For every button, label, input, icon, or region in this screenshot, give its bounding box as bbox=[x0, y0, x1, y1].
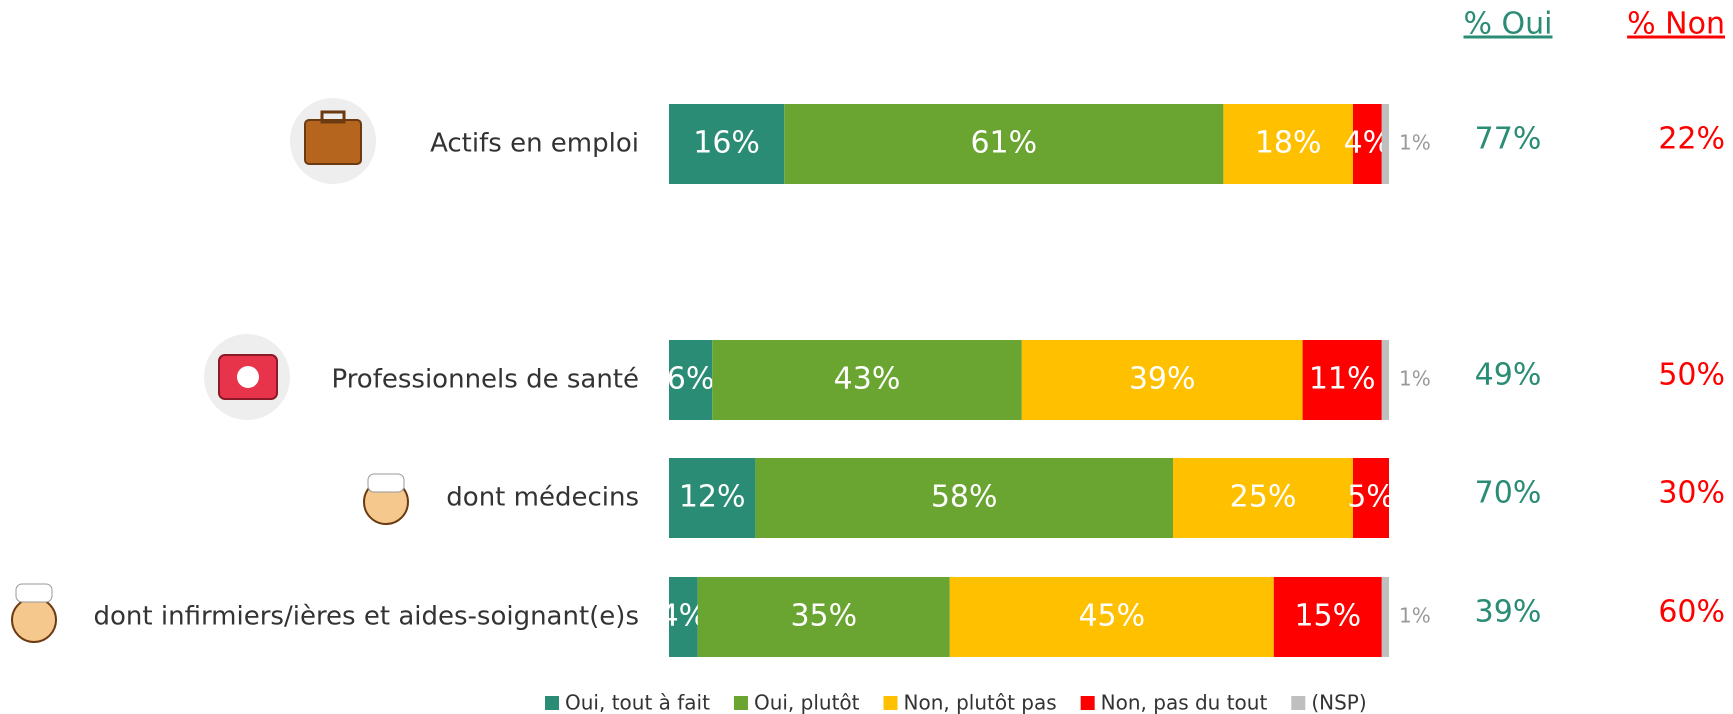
category-label: dont infirmiers/ières et aides-soignant(… bbox=[94, 602, 639, 632]
bar-segment bbox=[1173, 458, 1353, 538]
legend-label: (NSP) bbox=[1311, 691, 1366, 714]
bar-segment bbox=[755, 458, 1173, 538]
nurse-cap bbox=[15, 583, 53, 603]
legend-swatch bbox=[733, 696, 748, 710]
column-value: 77% bbox=[1475, 122, 1542, 157]
data-label: 18% bbox=[1255, 126, 1322, 161]
column-value: 60% bbox=[1658, 595, 1725, 630]
legend-label: Oui, tout à fait bbox=[565, 691, 710, 714]
column-value: 49% bbox=[1475, 358, 1542, 393]
bar-segment bbox=[669, 104, 785, 184]
data-label: 45% bbox=[1078, 599, 1145, 634]
column-value: 39% bbox=[1475, 595, 1542, 630]
data-label: 15% bbox=[1294, 599, 1361, 634]
legend-swatch bbox=[883, 696, 898, 710]
legend-swatch bbox=[1080, 696, 1095, 710]
category-label: Actifs en emploi bbox=[430, 129, 639, 159]
data-label: 5% bbox=[1347, 480, 1395, 515]
column-value: 50% bbox=[1658, 358, 1725, 393]
legend-label: Non, pas du tout bbox=[1101, 691, 1268, 714]
bar-segment bbox=[1302, 340, 1382, 420]
data-label: 39% bbox=[1129, 362, 1196, 397]
category-label: Professionnels de santé bbox=[331, 365, 639, 395]
legend-swatch bbox=[545, 696, 559, 710]
briefcase-handle bbox=[320, 110, 346, 124]
bar-segment bbox=[712, 340, 1022, 420]
bar-segment bbox=[1021, 340, 1303, 420]
bar-segment bbox=[697, 577, 950, 657]
bar-segment bbox=[1353, 458, 1389, 538]
data-label: 43% bbox=[834, 362, 901, 397]
medkit-cross bbox=[237, 366, 259, 388]
column-header: % Oui bbox=[1463, 7, 1552, 42]
column-header: % Non bbox=[1627, 7, 1725, 42]
legend-label: Oui, plutôt bbox=[754, 691, 860, 714]
data-label: 1% bbox=[1399, 604, 1431, 628]
icons bbox=[11, 98, 409, 643]
bar-segment bbox=[669, 577, 698, 657]
bar-segment bbox=[1223, 104, 1353, 184]
data-label: 35% bbox=[790, 599, 857, 634]
bar-segment bbox=[949, 577, 1274, 657]
column-value: 70% bbox=[1475, 476, 1542, 511]
bar-segment bbox=[1353, 104, 1382, 184]
data-label: 11% bbox=[1309, 362, 1376, 397]
bar-segment bbox=[1381, 104, 1389, 184]
bar-segment bbox=[669, 458, 756, 538]
bar-segment bbox=[1381, 340, 1389, 420]
data-label: 58% bbox=[931, 480, 998, 515]
data-label: 6% bbox=[667, 362, 715, 397]
data-label: 61% bbox=[970, 126, 1037, 161]
data-label: 25% bbox=[1230, 480, 1297, 515]
nurse-icon bbox=[11, 597, 57, 643]
bar-segment bbox=[1381, 577, 1389, 657]
legend-label: Non, plutôt pas bbox=[904, 691, 1057, 714]
legend-swatch bbox=[1291, 696, 1306, 710]
briefcase-icon bbox=[304, 119, 362, 165]
column-value: 30% bbox=[1658, 476, 1725, 511]
bar-segment bbox=[784, 104, 1224, 184]
data-label: 1% bbox=[1399, 131, 1431, 155]
doctor-cap bbox=[367, 473, 405, 493]
data-label: 16% bbox=[693, 126, 760, 161]
category-label: dont médecins bbox=[446, 483, 639, 513]
data-label: 12% bbox=[679, 480, 746, 515]
column-value: 22% bbox=[1658, 122, 1725, 157]
bar-segment bbox=[669, 340, 713, 420]
data-label: 1% bbox=[1399, 367, 1431, 391]
bar-segment bbox=[1273, 577, 1382, 657]
